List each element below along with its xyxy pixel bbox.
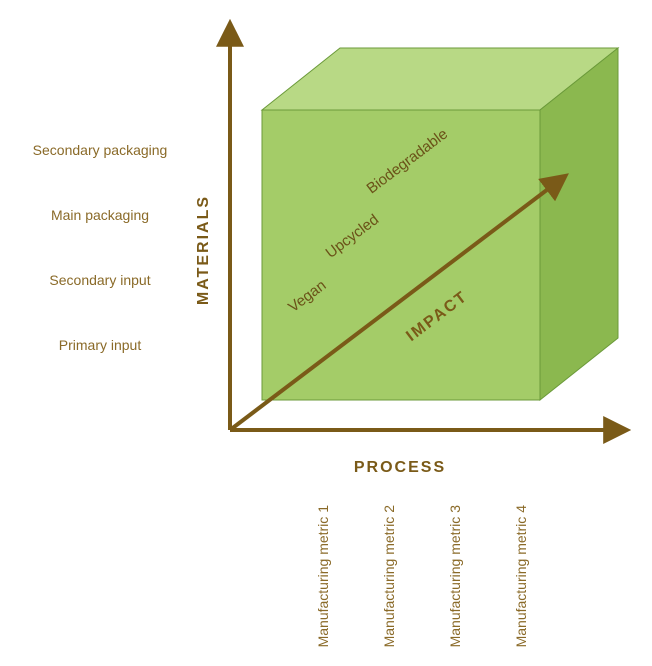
x-tick-label: Manufacturing metric 4 [513, 505, 529, 648]
y-tick-label: Secondary input [49, 272, 150, 288]
x-axis-label: PROCESS [354, 459, 446, 476]
y-axis-label: MATERIALS [195, 195, 212, 305]
cube [262, 48, 618, 400]
cube-axis-diagram: PROCESSMATERIALSIMPACTSecondary packagin… [0, 0, 652, 666]
x-tick-label: Manufacturing metric 1 [315, 505, 331, 648]
y-tick-label: Main packaging [51, 207, 149, 223]
x-tick-label: Manufacturing metric 2 [381, 505, 397, 648]
y-tick-label: Secondary packaging [33, 142, 168, 158]
y-tick-label: Primary input [59, 337, 142, 353]
x-tick-label: Manufacturing metric 3 [447, 505, 463, 648]
